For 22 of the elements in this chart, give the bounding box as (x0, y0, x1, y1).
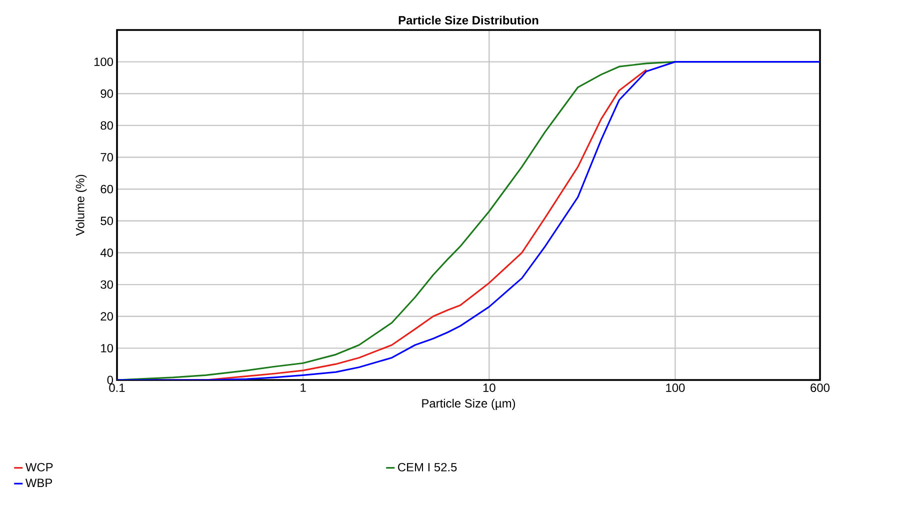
x-tick-label: 600 (810, 384, 830, 392)
y-tick-label: 30 (100, 280, 114, 289)
y-tick-label: 20 (100, 312, 114, 321)
y-tick-label: 90 (100, 89, 114, 98)
y-tick-label: 70 (100, 153, 114, 162)
y-tick-label: 40 (100, 248, 114, 257)
y-tick-label: 80 (100, 121, 114, 130)
y-tick-label: 0 (107, 376, 114, 384)
x-tick-label: 10 (483, 384, 496, 392)
legend-label: CEM I 52.5 (398, 462, 457, 472)
x-axis-title: Particle Size (µm) (422, 398, 516, 410)
y-axis-title: Volume (%) (76, 174, 87, 236)
chart-title: Particle Size Distribution (398, 16, 538, 24)
y-tick-label: 60 (100, 184, 114, 194)
y-tick-label: 100 (94, 58, 114, 66)
legend-label: WCP (25, 462, 53, 472)
y-tick-label: 50 (100, 216, 114, 226)
x-tick-label: 1 (300, 384, 306, 392)
x-tick-label: 100 (666, 384, 685, 392)
y-tick-label: 10 (101, 344, 114, 352)
legend-label: WBP (25, 478, 52, 487)
x-tick-label: 0.1 (109, 384, 125, 392)
